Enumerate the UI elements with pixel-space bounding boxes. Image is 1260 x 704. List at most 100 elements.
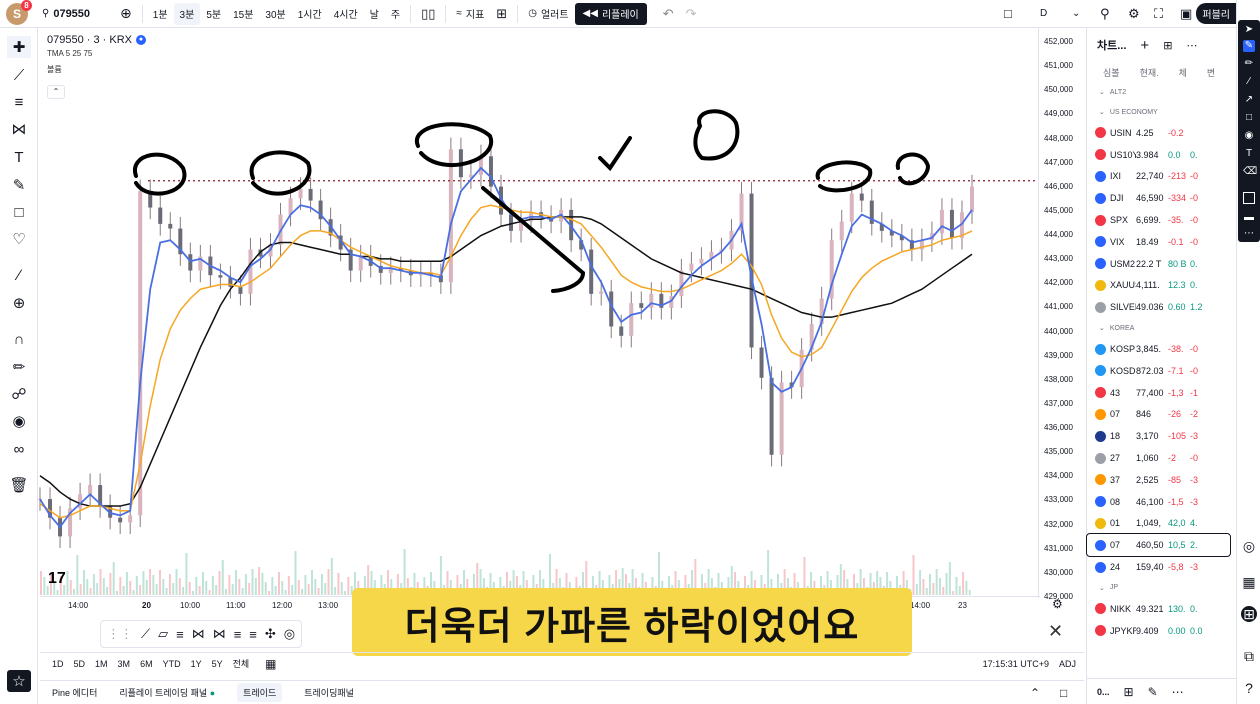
more-icon[interactable]: ⋯ — [1244, 228, 1254, 239]
interval-1h[interactable]: 1시간 — [292, 3, 328, 25]
zoom-tool[interactable]: ⊕ — [7, 292, 31, 314]
add-symbol-icon[interactable]: + — [1140, 36, 1150, 54]
watchlist-title[interactable]: 차트... — [1097, 40, 1127, 52]
column-change[interactable]: 체 — [1178, 67, 1187, 78]
line-icon[interactable]: ∕ — [1248, 76, 1250, 87]
horizontal-lines-icon[interactable]: ≡ — [233, 626, 242, 642]
watchlist-row[interactable]: USIN 4.25 -0.2 — [1087, 122, 1236, 144]
undo-button[interactable]: ↶ — [657, 3, 680, 25]
broadcast-icon[interactable]: ⧉ — [1244, 647, 1254, 664]
highlighter-icon[interactable]: ✏ — [1244, 58, 1254, 69]
watchlist-row[interactable]: DJI 46,590 -334 -0 — [1087, 187, 1236, 209]
text-icon[interactable]: T — [1245, 148, 1253, 159]
tradingview-logo[interactable]: 17 — [48, 570, 66, 587]
watchlist-row[interactable]: 24 159,40 -5,8 -3 — [1087, 556, 1236, 578]
tab-pine-editor[interactable]: Pine 에디터 — [52, 688, 98, 698]
watchlist-row[interactable]: KOSD 872.03 -7.1 -0 — [1087, 360, 1236, 382]
watchlist-row[interactable]: KOSP 3,845. -38. -0 — [1087, 338, 1236, 360]
column-change-pct[interactable]: 변 — [1206, 67, 1216, 78]
watchlist-row[interactable]: 01 1,049, 42,0 4. — [1087, 513, 1236, 535]
column-last[interactable]: 현재. — [1139, 67, 1159, 78]
ruler-tool[interactable]: ∕ — [7, 264, 31, 286]
fib-circle-icon[interactable]: ◎ — [283, 626, 296, 641]
watchlist-row[interactable]: 07 460,50 10,5 2. — [1086, 533, 1231, 558]
calendar-icon[interactable]: ▦ — [265, 656, 277, 671]
gann-icon[interactable]: ✣ — [264, 626, 276, 641]
abcd-pattern-icon[interactable]: ⋈ — [212, 626, 226, 641]
watchlist-row[interactable]: USM2 22.2 T 80 B 0. — [1087, 253, 1236, 275]
axis-settings-button[interactable]: ⚙ — [1052, 597, 1063, 611]
more-icon[interactable]: ⋯ — [1171, 684, 1184, 699]
watchlist-row[interactable]: 37 2,525 -85 -3 — [1087, 469, 1236, 491]
user-avatar[interactable]: S 8 — [6, 0, 32, 25]
eraser-icon[interactable]: ⌫ — [1243, 166, 1258, 177]
close-drawbar-button[interactable]: ✕ — [1048, 621, 1063, 642]
range-button[interactable]: 5Y — [211, 658, 223, 669]
collapse-panel-button[interactable]: ⌃ — [1030, 686, 1040, 700]
watchlist-row[interactable]: SILVER49.036 0.60 1.2 — [1087, 296, 1236, 318]
chart-type-button[interactable]: ▯▯ — [415, 3, 441, 25]
settings-button[interactable]: ⚙ — [1122, 3, 1146, 25]
brush-tool[interactable]: ✎ — [7, 174, 31, 196]
clock-label[interactable]: 17:15:31 UTC+9 — [982, 658, 1049, 669]
visibility-tool[interactable]: ◉ — [7, 410, 31, 432]
color-swatch-icon[interactable] — [1243, 192, 1255, 204]
range-button[interactable]: 1M — [95, 658, 108, 669]
footer-symbol[interactable]: 0... — [1097, 686, 1110, 697]
interval-3m[interactable]: 3분 — [173, 2, 201, 25]
layout-dropdown[interactable]: D — [1034, 3, 1053, 25]
interval-30m[interactable]: 30분 — [259, 3, 291, 25]
layout-button[interactable]: □ — [998, 3, 1018, 25]
range-button[interactable]: 전체 — [232, 659, 250, 669]
link-tool[interactable]: ∞ — [7, 438, 31, 460]
watchlist-row[interactable]: SPX 6,699. -35. -0 — [1087, 209, 1236, 231]
replay-button[interactable]: ◀◀ 리플레이 — [574, 2, 647, 25]
pen-icon[interactable]: ✎ — [1243, 40, 1255, 52]
column-symbol[interactable]: 심볼 — [1103, 67, 1120, 78]
price-chart[interactable]: 17 — [38, 28, 1038, 598]
parallel-channel-icon[interactable]: ▱ — [158, 626, 169, 641]
magnet-tool[interactable]: ∩ — [7, 328, 31, 350]
price-range-icon[interactable]: ≡ — [249, 626, 257, 642]
wave-pattern-icon[interactable]: ⋈ — [191, 626, 205, 641]
favorite-tool[interactable]: ♡ — [7, 228, 31, 250]
watchlist-row[interactable]: JPYKR 9.409 0.00 0.0 — [1087, 620, 1236, 642]
ma-slow-line[interactable] — [39, 216, 973, 507]
cursor-icon[interactable]: ➤ — [1244, 24, 1254, 35]
interval-week[interactable]: 주 — [385, 3, 406, 25]
advanced-view-icon[interactable]: ⊞ — [1163, 39, 1173, 52]
pattern-tool[interactable]: ⋈ — [7, 118, 31, 140]
redo-button[interactable]: ↷ — [680, 3, 703, 25]
chart-pane[interactable]: 17 — [38, 28, 1084, 652]
tab-trading-panel[interactable]: 트레이딩패널 — [304, 688, 354, 698]
interval-5m[interactable]: 5분 — [200, 3, 227, 25]
calendar-icon[interactable]: ▦ — [1242, 573, 1256, 590]
group-jp[interactable]: ⌄ JP — [1087, 578, 1236, 598]
range-button[interactable]: 1Y — [190, 658, 202, 669]
group-korea[interactable]: ⌄ KOREA — [1087, 318, 1236, 338]
comment-tool[interactable]: □ — [7, 201, 31, 223]
adj-toggle[interactable]: ADJ — [1058, 658, 1076, 669]
watchlist-row[interactable]: US10Y 3.984 0.0 0. — [1087, 144, 1236, 166]
range-button[interactable]: 3M — [117, 658, 131, 669]
watchlist-row[interactable]: IXI 22,740 -213 -0 — [1087, 166, 1236, 188]
indicators-button[interactable]: ≈ 지표 — [450, 3, 490, 25]
tab-replay-trading[interactable]: 리플레이 트레이딩 패널 ● — [119, 686, 215, 699]
layouts-button[interactable]: ⊞ — [490, 3, 513, 25]
target-icon[interactable]: ◎ — [1242, 537, 1256, 554]
lock-drawing-tool[interactable]: ✏ — [7, 356, 31, 378]
price-axis[interactable]: 452,000 451,000 450,000 449,000 448,000 447,0… — [1038, 28, 1084, 601]
edit-icon[interactable]: ✎ — [1147, 684, 1158, 699]
fib-tool[interactable]: ≡ — [7, 91, 31, 113]
rectangle-icon[interactable]: □ — [1245, 112, 1253, 123]
watchlist-row[interactable]: 07 846 -26 -2 — [1087, 404, 1236, 426]
interval-4h[interactable]: 4시간 — [328, 3, 364, 25]
tab-trade[interactable]: 트레이드 — [237, 683, 283, 702]
range-button[interactable]: YTD — [162, 658, 181, 669]
delete-tool[interactable]: 🗑 — [7, 474, 31, 496]
more-icon[interactable]: ⋯ — [1186, 39, 1198, 52]
range-button[interactable]: 1D — [52, 658, 64, 669]
group-alt2[interactable]: ⌄ ALT2 — [1087, 82, 1236, 102]
watchlist-row[interactable]: 08 46,100 -1,5 -3 — [1087, 491, 1236, 513]
add-symbol-button[interactable]: ⊕ — [114, 3, 138, 25]
